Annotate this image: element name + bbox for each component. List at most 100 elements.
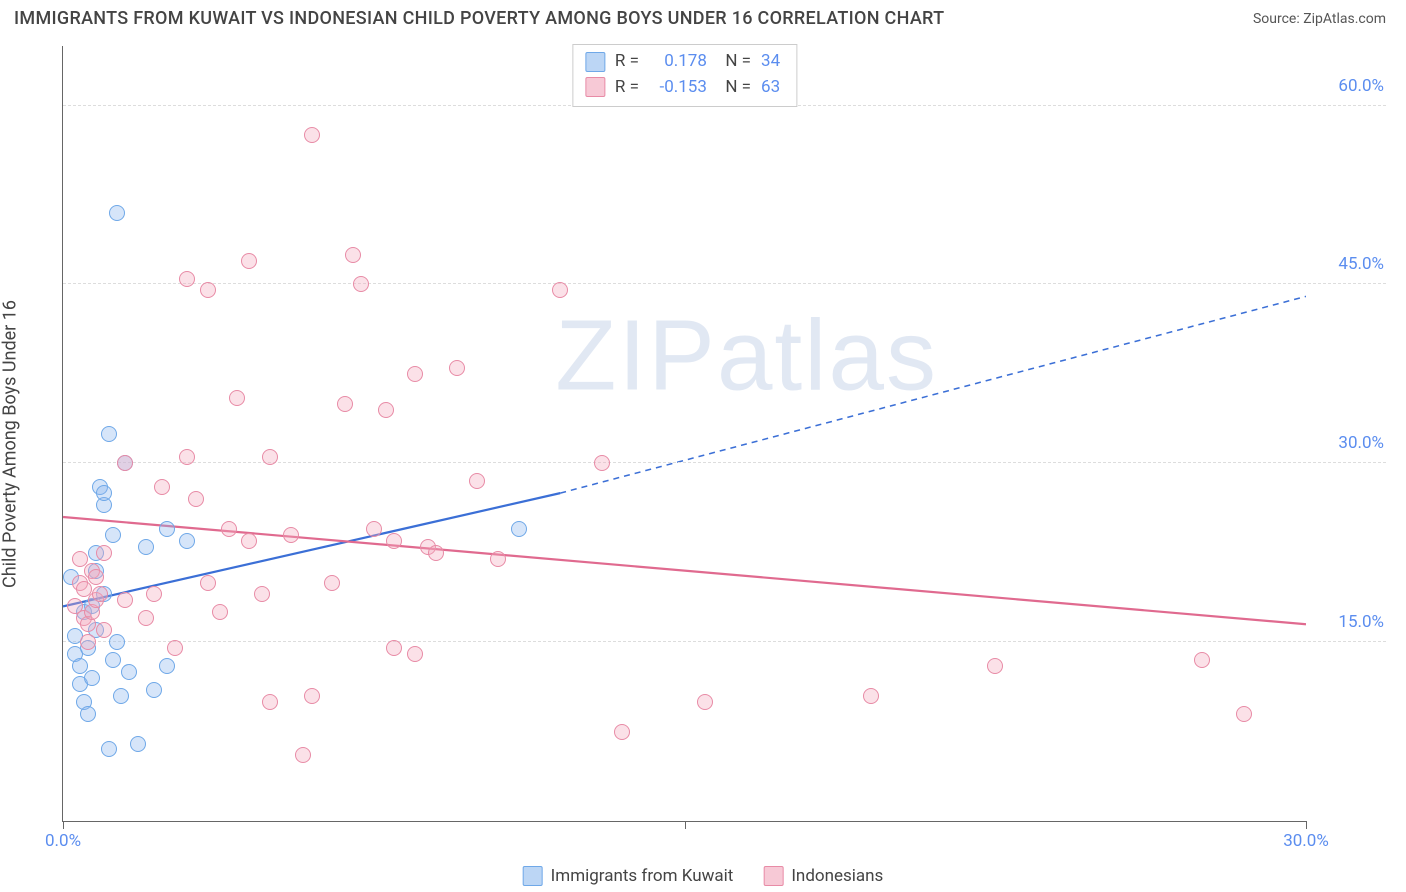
scatter-point bbox=[96, 485, 112, 501]
scatter-point bbox=[366, 521, 382, 537]
scatter-point bbox=[552, 282, 568, 298]
legend-swatch bbox=[763, 866, 783, 886]
scatter-point bbox=[229, 390, 245, 406]
scatter-point bbox=[386, 640, 402, 656]
scatter-point bbox=[96, 622, 112, 638]
chart-title: IMMIGRANTS FROM KUWAIT VS INDONESIAN CHI… bbox=[14, 8, 944, 29]
scatter-point bbox=[407, 366, 423, 382]
scatter-point bbox=[138, 610, 154, 626]
legend-swatch bbox=[585, 77, 605, 97]
plot-area: ZIPatlas R = 0.178 N = 34R = -0.153 N = 63… bbox=[62, 46, 1306, 822]
scatter-point bbox=[179, 533, 195, 549]
scatter-point bbox=[283, 527, 299, 543]
scatter-point bbox=[241, 253, 257, 269]
scatter-point bbox=[179, 271, 195, 287]
gridline bbox=[63, 641, 1386, 642]
watermark: ZIPatlas bbox=[555, 299, 938, 414]
trend-lines bbox=[63, 46, 1306, 821]
n-label: N = bbox=[717, 75, 751, 101]
scatter-point bbox=[345, 247, 361, 263]
scatter-point bbox=[130, 736, 146, 752]
scatter-point bbox=[490, 551, 506, 567]
scatter-point bbox=[378, 402, 394, 418]
scatter-point bbox=[96, 545, 112, 561]
y-axis-label: Child Poverty Among Boys Under 16 bbox=[0, 300, 21, 588]
gridline bbox=[63, 462, 1386, 463]
x-tick-label: 30.0% bbox=[1283, 831, 1329, 851]
scatter-point bbox=[337, 396, 353, 412]
legend-label: Indonesians bbox=[791, 866, 883, 886]
scatter-point bbox=[1236, 706, 1252, 722]
scatter-point bbox=[304, 688, 320, 704]
scatter-point bbox=[80, 706, 96, 722]
scatter-point bbox=[987, 658, 1003, 674]
n-value: 63 bbox=[761, 75, 780, 101]
scatter-point bbox=[304, 127, 320, 143]
source-attribution: Source: ZipAtlas.com bbox=[1253, 11, 1386, 27]
gridline bbox=[63, 283, 1386, 284]
r-label: R = bbox=[615, 75, 639, 101]
y-tick-label: 15.0% bbox=[1314, 612, 1384, 632]
scatter-point bbox=[159, 521, 175, 537]
scatter-point bbox=[594, 455, 610, 471]
legend-label: Immigrants from Kuwait bbox=[551, 866, 734, 886]
scatter-point bbox=[469, 473, 485, 489]
scatter-point bbox=[146, 682, 162, 698]
scatter-point bbox=[117, 592, 133, 608]
legend-swatch bbox=[523, 866, 543, 886]
scatter-point bbox=[179, 449, 195, 465]
bottom-legend: Immigrants from Kuwait Indonesians bbox=[523, 866, 884, 886]
legend-swatch bbox=[585, 52, 605, 72]
scatter-point bbox=[262, 449, 278, 465]
scatter-point bbox=[1194, 652, 1210, 668]
scatter-point bbox=[241, 533, 257, 549]
legend-row: R = -0.153 N = 63 bbox=[585, 75, 780, 101]
scatter-point bbox=[138, 539, 154, 555]
scatter-point bbox=[80, 634, 96, 650]
r-label: R = bbox=[615, 49, 639, 75]
scatter-point bbox=[109, 634, 125, 650]
scatter-point bbox=[407, 646, 423, 662]
scatter-point bbox=[159, 658, 175, 674]
correlation-legend: R = 0.178 N = 34R = -0.153 N = 63 bbox=[572, 44, 797, 107]
scatter-point bbox=[428, 545, 444, 561]
scatter-point bbox=[105, 652, 121, 668]
x-tick-label: 0.0% bbox=[45, 831, 81, 851]
scatter-point bbox=[113, 688, 129, 704]
y-tick-label: 60.0% bbox=[1314, 76, 1384, 96]
legend-item: Immigrants from Kuwait bbox=[523, 866, 734, 886]
scatter-point bbox=[353, 276, 369, 292]
scatter-point bbox=[200, 282, 216, 298]
scatter-point bbox=[697, 694, 713, 710]
scatter-point bbox=[254, 586, 270, 602]
y-tick-label: 45.0% bbox=[1314, 254, 1384, 274]
trend-line-dashed bbox=[560, 296, 1306, 493]
scatter-point bbox=[88, 569, 104, 585]
n-value: 34 bbox=[761, 49, 780, 75]
legend-item: Indonesians bbox=[763, 866, 883, 886]
x-tick bbox=[1306, 821, 1307, 829]
scatter-point bbox=[262, 694, 278, 710]
scatter-point bbox=[200, 575, 216, 591]
scatter-point bbox=[101, 741, 117, 757]
scatter-point bbox=[109, 205, 125, 221]
scatter-point bbox=[117, 455, 133, 471]
scatter-point bbox=[295, 747, 311, 763]
scatter-point bbox=[511, 521, 527, 537]
r-value: -0.153 bbox=[649, 75, 707, 101]
scatter-point bbox=[167, 640, 183, 656]
scatter-point bbox=[121, 664, 137, 680]
scatter-point bbox=[449, 360, 465, 376]
scatter-point bbox=[92, 586, 108, 602]
scatter-point bbox=[105, 527, 121, 543]
scatter-point bbox=[84, 670, 100, 686]
r-value: 0.178 bbox=[649, 49, 707, 75]
plot-container: Child Poverty Among Boys Under 16 ZIPatl… bbox=[14, 36, 1386, 852]
scatter-point bbox=[614, 724, 630, 740]
scatter-point bbox=[324, 575, 340, 591]
scatter-point bbox=[212, 604, 228, 620]
legend-row: R =0.178 N = 34 bbox=[585, 49, 780, 75]
scatter-point bbox=[221, 521, 237, 537]
scatter-point bbox=[154, 479, 170, 495]
scatter-point bbox=[863, 688, 879, 704]
